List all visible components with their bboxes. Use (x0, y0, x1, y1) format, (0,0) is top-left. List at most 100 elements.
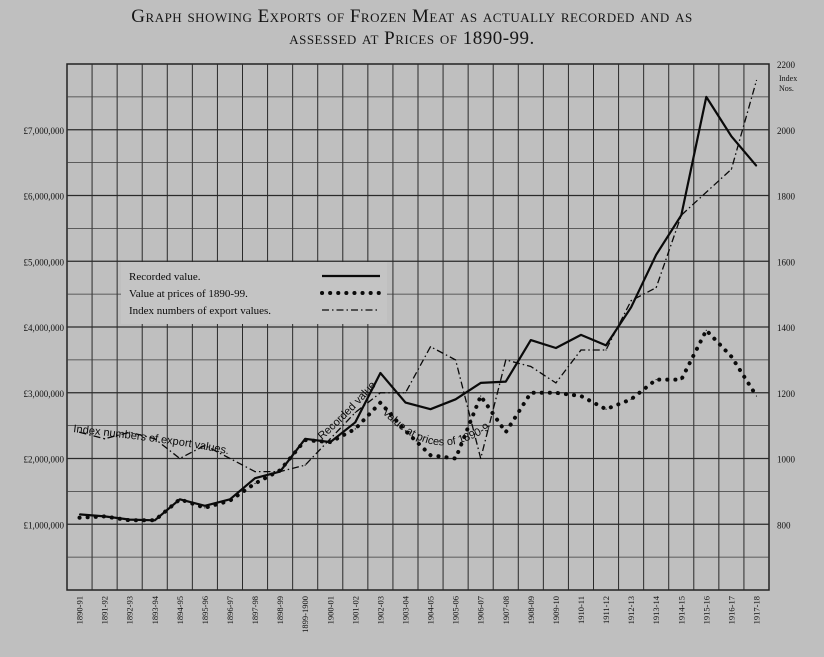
data-point-series-0 (455, 398, 457, 400)
left-axis-tick-label: £1,000,000 (24, 520, 65, 530)
x-axis-tick-label: 1903-04 (400, 595, 410, 624)
data-point-series-2 (455, 359, 457, 361)
x-axis-tick-label: 1906-07 (476, 596, 486, 624)
x-axis-tick-label: 1902-03 (375, 596, 385, 624)
right-axis-tick-label: 1800 (777, 192, 796, 202)
right-axis-tick-label: 1400 (777, 323, 796, 333)
data-point-series-2 (229, 457, 231, 460)
data-point-series-1 (580, 395, 582, 397)
x-axis-tick-label: 1911-12 (601, 596, 611, 624)
data-point-series-2 (630, 300, 632, 302)
x-axis-tick-label: 1915-16 (701, 596, 711, 624)
data-point-series-1 (605, 408, 607, 410)
data-point-series-0 (354, 421, 356, 423)
data-point-series-1 (329, 441, 331, 443)
data-point-series-2 (755, 79, 758, 82)
x-axis-tick-label: 1909-10 (551, 596, 561, 624)
series-layer (77, 79, 759, 523)
x-axis-tick-label: 1896-97 (225, 596, 235, 624)
data-point-series-0 (429, 408, 432, 410)
x-axis-tick-label: 1891-92 (100, 596, 110, 624)
curve-annotation-text: Recorded value (316, 379, 379, 442)
data-point-series-2 (705, 191, 707, 193)
data-point-series-1 (505, 431, 507, 433)
data-point-series-2 (304, 464, 306, 466)
x-axis-tick-label: 1901-02 (350, 596, 360, 624)
x-axis-tick-label: 1904-05 (426, 596, 436, 624)
data-point-series-2 (680, 214, 682, 216)
left-axis-tick-label: £7,000,000 (24, 126, 65, 136)
data-point-series-0 (730, 135, 732, 137)
x-axis-tick-label: 1894-95 (175, 596, 185, 624)
data-point-series-0 (580, 334, 582, 336)
x-axis-tick-label: 1895-96 (200, 596, 210, 624)
x-axis-tick-label: 1910-11 (576, 596, 586, 624)
data-point-series-1 (480, 395, 482, 397)
left-axis-tick-label: £6,000,000 (24, 192, 65, 202)
x-axis-tick-label: 1897-98 (250, 596, 260, 624)
data-point-series-1 (154, 519, 156, 521)
x-axis-tick-label: 1893-94 (150, 595, 160, 624)
data-point-series-2 (329, 438, 331, 440)
data-point-series-1 (530, 392, 532, 394)
data-point-series-2 (429, 346, 432, 348)
data-point-series-1 (705, 329, 707, 331)
x-axis-tick-label: 1914-15 (676, 596, 686, 624)
data-point-series-1 (680, 379, 682, 381)
data-point-series-1 (455, 457, 457, 460)
x-axis-tick-label: 1892-93 (125, 596, 135, 624)
x-axis-tick-label: 1898-99 (275, 596, 285, 624)
data-point-series-2 (379, 392, 381, 394)
data-point-series-0 (480, 382, 482, 384)
data-point-series-2 (179, 457, 181, 460)
curve-annotation-text: Index numbers of export values. (73, 423, 231, 457)
data-point-series-1 (129, 519, 131, 521)
right-axis-tick-label: 2200 (777, 60, 796, 70)
curve-annotation-1: Recorded value (316, 379, 379, 442)
data-point-series-2 (655, 286, 657, 289)
x-axis-tick-label: 1913-14 (651, 595, 661, 624)
data-point-series-2 (354, 411, 356, 414)
data-point-series-1 (104, 515, 106, 517)
data-point-series-2 (605, 349, 607, 351)
data-point-series-0 (755, 165, 758, 167)
data-point-series-1 (630, 398, 632, 400)
data-point-series-2 (530, 365, 532, 368)
chart-title: Graph showing Exports of Frozen Meat as … (0, 6, 824, 50)
data-point-series-1 (78, 517, 81, 519)
x-axis-tick-label: 1899-1900 (300, 596, 310, 633)
data-point-series-0 (204, 505, 206, 507)
data-point-series-2 (154, 438, 156, 440)
right-axis-label: Nos. (779, 84, 794, 93)
data-point-series-1 (404, 430, 407, 432)
data-point-series-2 (204, 444, 206, 446)
left-axis-tick-label: £5,000,000 (24, 257, 65, 267)
data-point-series-2 (279, 471, 281, 473)
x-axis-tick-label: 1916-17 (726, 596, 736, 624)
data-point-series-1 (229, 499, 231, 502)
left-axis-tick-label: £3,000,000 (24, 389, 65, 399)
data-point-series-0 (555, 347, 557, 349)
right-axis-tick-label: 2000 (777, 126, 796, 136)
data-point-series-0 (505, 380, 507, 383)
left-axis-tick-label: £4,000,000 (24, 323, 65, 333)
left-axis-tick-label: £2,000,000 (24, 455, 65, 465)
x-axis-tick-label: 1917-18 (751, 596, 761, 624)
curve-annotation-0: Index numbers of export values. (73, 423, 231, 457)
data-point-series-1 (379, 402, 381, 404)
x-axis-tick-label: 1907-08 (501, 596, 511, 624)
series-line-2 (79, 80, 758, 473)
right-axis-tick-label: 800 (777, 520, 791, 530)
x-axis-tick-label: 1912-13 (626, 596, 636, 624)
data-point-series-0 (254, 477, 256, 479)
data-point-series-2 (254, 471, 256, 473)
data-point-series-1 (555, 392, 557, 394)
legend-label-0: Recorded value. (129, 271, 201, 283)
right-axis-tick-label: 1000 (777, 455, 796, 465)
chart-title-line-2: assessed at Prices of 1890-99. (289, 28, 535, 49)
data-point-series-0 (655, 254, 657, 256)
data-point-series-0 (605, 344, 607, 347)
data-point-series-2 (505, 359, 507, 361)
series-line-1 (77, 326, 759, 523)
